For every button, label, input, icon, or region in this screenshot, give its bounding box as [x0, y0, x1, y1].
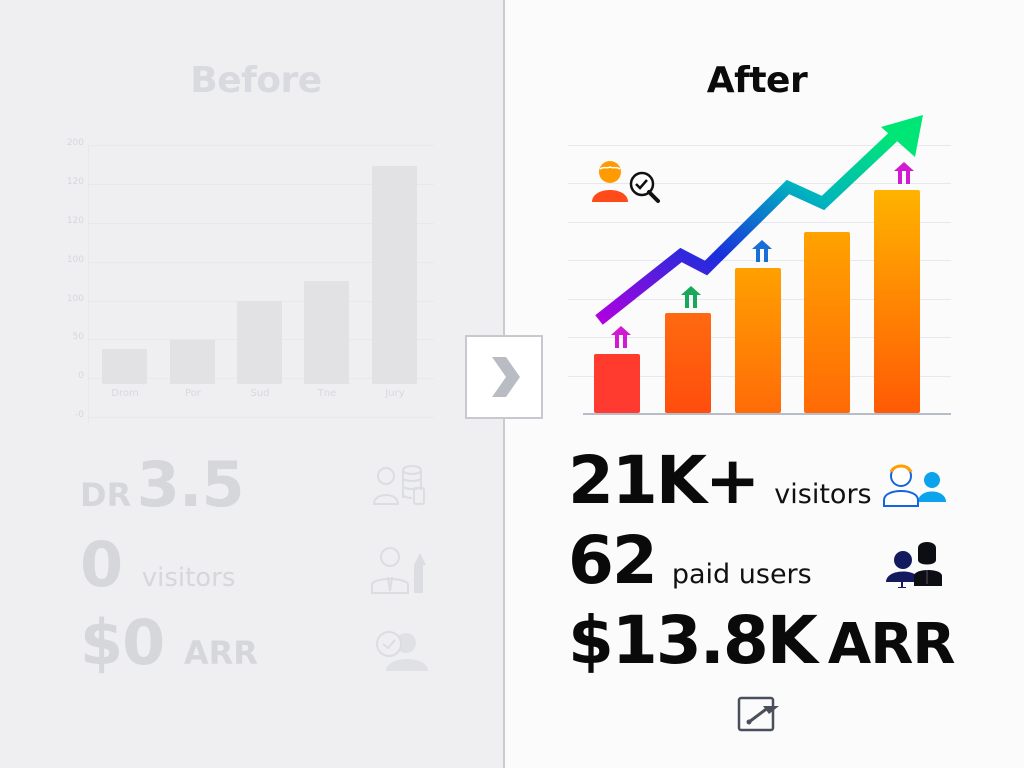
bar-2 [665, 313, 711, 413]
gridline [568, 145, 951, 146]
after-bar-chart [563, 105, 963, 425]
edit-trend-icon[interactable] [737, 694, 783, 734]
y-tick: 100 [66, 255, 84, 265]
up-arrow-icon [894, 162, 914, 184]
bar-por [170, 340, 215, 384]
gridline [88, 145, 434, 146]
user-search-check-icon [592, 161, 660, 203]
y-tick: 50 [72, 332, 84, 342]
before-visitors-stat: 0 visitors [80, 528, 236, 601]
up-arrow-icon [752, 240, 772, 262]
next-button[interactable] [465, 335, 543, 419]
y-tick: 120 [66, 216, 84, 226]
chevron-right-icon [492, 357, 520, 397]
after-arr-stat: $13.8K ARR [568, 602, 956, 679]
after-visitors-stat: 21K+ visitors [568, 442, 872, 519]
before-panel [0, 0, 504, 768]
y-tick: 200 [66, 138, 84, 148]
before-dr-stat: DR 3.5 [80, 448, 245, 521]
user-coins-icon [372, 465, 425, 505]
bar-4 [804, 232, 850, 413]
paid-users-icon [886, 542, 942, 588]
after-title: After [706, 60, 808, 101]
up-arrow-icon [681, 286, 701, 308]
gridline [88, 223, 434, 224]
bar-1 [594, 354, 640, 413]
y-tick: 0 [78, 371, 84, 381]
user-check-icon [376, 631, 428, 671]
gridline [568, 183, 951, 184]
x-label: Tne [317, 388, 337, 399]
bar-3 [735, 268, 781, 413]
x-axis [583, 413, 951, 415]
x-label: Jury [385, 388, 405, 399]
x-label: Por [185, 388, 201, 399]
y-tick: -0 [75, 410, 84, 420]
bar-jury [372, 166, 417, 384]
before-title: Before [190, 60, 322, 101]
x-label: Drom [111, 388, 139, 399]
y-axis [88, 145, 89, 423]
visitors-group-icon [883, 464, 946, 507]
trend-arrow-icon [595, 115, 923, 325]
y-tick: 120 [66, 177, 84, 187]
gridline [88, 262, 434, 263]
bar-sud [237, 301, 282, 384]
before-arr-stat: $0 ARR [80, 606, 258, 679]
bar-drom [102, 349, 147, 384]
y-tick: 100 [66, 294, 84, 304]
businessman-growth-icon [371, 547, 426, 594]
gridline [88, 417, 434, 418]
bar-tne [304, 281, 349, 384]
after-paid-users-stat: 62 paid users [568, 522, 812, 599]
x-label: Sud [250, 388, 270, 399]
bar-5 [874, 190, 920, 413]
gridline [88, 184, 434, 185]
before-bar-chart: 200 120 120 100 100 50 0 -0 Drom Por Sud… [48, 138, 448, 423]
up-arrow-icon [611, 326, 631, 348]
